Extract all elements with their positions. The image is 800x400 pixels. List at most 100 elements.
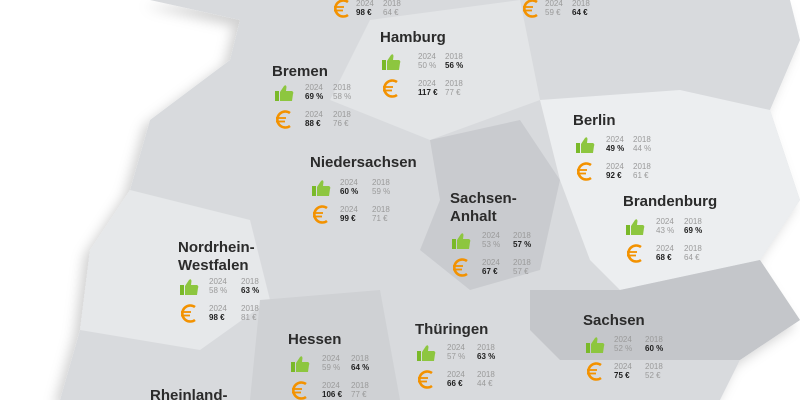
thumbs-up-icon bbox=[452, 233, 471, 249]
icon-part bbox=[587, 362, 602, 381]
year-label: 2018 bbox=[351, 381, 369, 390]
value-label: 60 % bbox=[340, 187, 358, 196]
year-label: 2024 bbox=[482, 258, 500, 267]
value-label: 63 % bbox=[241, 286, 259, 295]
year-label: 2018 bbox=[513, 258, 531, 267]
value-label: 52 € bbox=[645, 371, 661, 380]
icon-part bbox=[383, 79, 398, 98]
state-name: Hamburg bbox=[380, 29, 446, 46]
value-label: 56 % bbox=[445, 61, 463, 70]
value-label: 99 € bbox=[340, 214, 356, 223]
year-label: 2018 bbox=[372, 178, 390, 187]
value-label: 49 % bbox=[606, 144, 624, 153]
state-name: Sachsen- bbox=[450, 190, 517, 207]
icon-part bbox=[280, 85, 294, 101]
year-label: 2024 bbox=[545, 0, 563, 8]
icon-part bbox=[382, 60, 386, 70]
thumbs-up-icon bbox=[180, 279, 199, 295]
icon-part bbox=[334, 0, 349, 18]
value-label: 98 € bbox=[209, 313, 225, 322]
year-label: 2018 bbox=[572, 0, 590, 8]
icon-part bbox=[586, 343, 590, 353]
value-label: 59 € bbox=[545, 8, 561, 17]
value-label: 63 % bbox=[477, 352, 495, 361]
value-label: 43 % bbox=[656, 226, 674, 235]
euro-icon bbox=[292, 381, 307, 400]
state-name: Hessen bbox=[288, 331, 341, 348]
value-label: 92 € bbox=[606, 171, 622, 180]
year-label: 2024 bbox=[447, 343, 465, 352]
value-label: 71 € bbox=[372, 214, 388, 223]
year-label: 2018 bbox=[351, 354, 369, 363]
thumbs-up-icon bbox=[382, 54, 401, 70]
year-label: 2018 bbox=[333, 110, 351, 119]
value-label: 60 % bbox=[645, 344, 663, 353]
year-label: 2018 bbox=[684, 244, 702, 253]
state-name: Berlin bbox=[573, 112, 616, 129]
value-label: 52 % bbox=[614, 344, 632, 353]
year-label: 2018 bbox=[633, 135, 651, 144]
value-label: 69 % bbox=[305, 92, 323, 101]
value-label: 57 % bbox=[447, 352, 465, 361]
icon-part bbox=[185, 279, 199, 295]
year-label: 2018 bbox=[645, 335, 663, 344]
region bbox=[80, 190, 270, 350]
year-label: 2024 bbox=[305, 110, 323, 119]
year-label: 2018 bbox=[684, 217, 702, 226]
thumbs-up-icon bbox=[417, 345, 436, 361]
year-label: 2024 bbox=[614, 362, 632, 371]
icon-part bbox=[292, 381, 307, 400]
year-label: 2024 bbox=[340, 205, 358, 214]
year-label: 2024 bbox=[447, 370, 465, 379]
year-label: 2024 bbox=[209, 304, 227, 313]
year-label: 2018 bbox=[633, 162, 651, 171]
euro-icon bbox=[418, 370, 433, 389]
year-label: 2018 bbox=[645, 362, 663, 371]
value-label: 50 % bbox=[418, 61, 436, 70]
year-label: 2018 bbox=[241, 277, 259, 286]
state-name: Nordrhein- bbox=[178, 239, 255, 256]
value-label: 53 % bbox=[482, 240, 500, 249]
value-label: 117 € bbox=[418, 88, 438, 97]
year-label: 2024 bbox=[656, 217, 674, 226]
icon-part bbox=[523, 0, 538, 18]
icon-part bbox=[291, 362, 295, 372]
value-label: 66 € bbox=[447, 379, 463, 388]
icon-part bbox=[422, 345, 436, 361]
icon-part bbox=[180, 285, 184, 295]
state-name: Westfalen bbox=[178, 257, 249, 274]
value-label: 81 € bbox=[241, 313, 257, 322]
year-label: 2018 bbox=[445, 79, 463, 88]
euro-icon bbox=[334, 0, 349, 18]
state-name: Bremen bbox=[272, 63, 328, 80]
icon-part bbox=[457, 233, 471, 249]
value-label: 88 € bbox=[305, 119, 321, 128]
euro-icon bbox=[383, 79, 398, 98]
year-label: 2024 bbox=[606, 135, 624, 144]
euro-icon bbox=[587, 362, 602, 381]
value-label: 59 % bbox=[322, 363, 340, 372]
region bbox=[540, 90, 800, 290]
icon-part bbox=[576, 143, 580, 153]
year-label: 2024 bbox=[418, 52, 436, 61]
value-label: 67 € bbox=[482, 267, 498, 276]
euro-icon bbox=[181, 304, 196, 323]
year-label: 2024 bbox=[614, 335, 632, 344]
value-label: 77 € bbox=[351, 390, 367, 399]
year-label: 2024 bbox=[340, 178, 358, 187]
year-label: 2018 bbox=[372, 205, 390, 214]
value-label: 58 % bbox=[333, 92, 351, 101]
year-label: 2024 bbox=[482, 231, 500, 240]
value-label: 98 € bbox=[356, 8, 372, 17]
thumbs-up-icon bbox=[275, 85, 294, 101]
state-name: Anhalt bbox=[450, 208, 497, 225]
euro-icon bbox=[523, 0, 538, 18]
value-label: 61 € bbox=[633, 171, 649, 180]
value-label: 64 € bbox=[383, 8, 399, 17]
icon-part bbox=[631, 219, 645, 235]
icon-part bbox=[417, 351, 421, 361]
thumbs-up-icon bbox=[312, 180, 331, 196]
icon-part bbox=[181, 304, 196, 323]
